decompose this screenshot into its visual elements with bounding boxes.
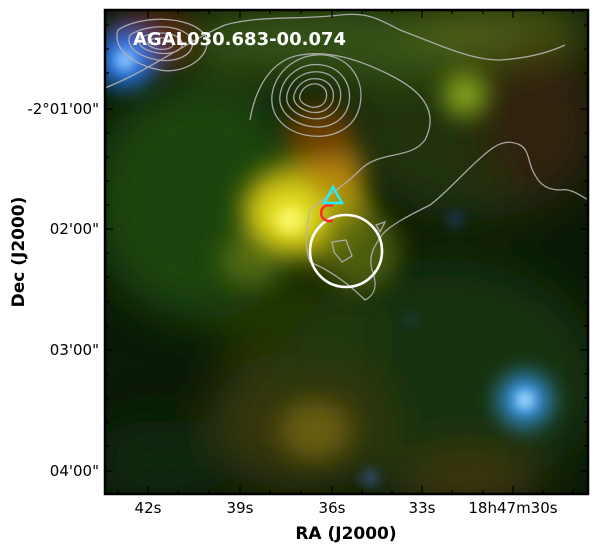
contour-line [286,71,342,120]
x-tick-label: 18h47m30s [468,499,557,517]
contour-line [271,54,362,137]
y-tick-labels: -2°01'00" 02'00" 03'00" 04'00" [27,100,99,480]
y-tick-label: -2°01'00" [27,100,99,118]
image-panel: AGAL030.683-00.074 [105,10,588,494]
x-tick-label: 33s [409,499,436,517]
contour-line [116,18,208,72]
contour-line [309,141,588,301]
contour-line [293,78,335,114]
x-tick-label: 42s [135,499,162,517]
x-tick-label: 36s [319,499,346,517]
red-circle-icon [319,203,334,223]
contour-line [298,83,328,108]
y-tick-label: 02'00" [50,220,99,238]
x-axis-label: RA (J2000) [295,524,396,544]
contour-line [375,220,387,234]
axis-ticks [105,10,588,494]
contour-line [105,13,566,89]
y-tick-label: 04'00" [50,462,99,480]
field-title: AGAL030.683-00.074 [133,29,346,50]
contour-line [147,37,174,50]
y-tick-label: 03'00" [50,341,99,359]
plot-frame [103,8,590,496]
contour-line [331,239,353,263]
y-axis-label: Dec (J2000) [9,197,29,308]
x-tick-label: 39s [227,499,254,517]
compact-cores [115,50,534,486]
contour-line [279,63,351,128]
contour-line [128,26,194,62]
contours [105,13,588,301]
contour-line [249,53,431,263]
white-circle-icon [308,213,384,289]
cyan-triangle-icon [321,184,345,205]
x-tick-labels: 42s 39s 36s 33s 18h47m30s [135,499,558,517]
